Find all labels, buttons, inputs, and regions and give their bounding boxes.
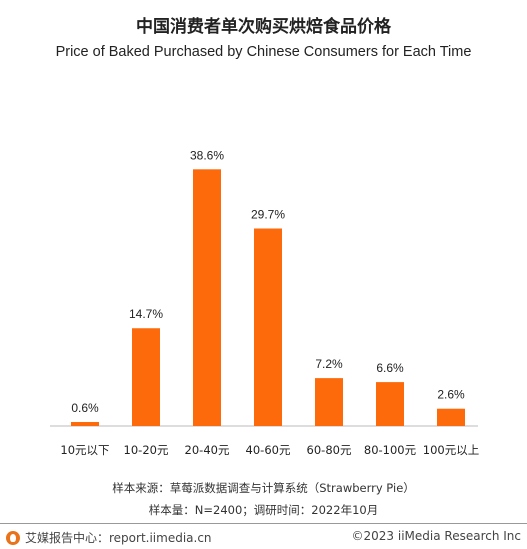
x-tick-label-3: 40-60元 (246, 443, 291, 457)
x-tick-label-4: 60-80元 (307, 443, 352, 457)
data-label-2: 38.6% (190, 148, 224, 162)
data-label-0: 0.6% (71, 401, 99, 415)
x-tick-label-2: 20-40元 (185, 443, 230, 457)
bar-4 (315, 378, 343, 426)
bar-5 (376, 382, 404, 426)
bar-1 (132, 328, 160, 426)
footer: 艾媒报告中心：report.iimedia.cn ©2023 iiMedia R… (0, 528, 527, 548)
bar-chart: 0.6% 10元以下 14.7% 10-20元 38.6% 20-40元 29.7% 40-6… (50, 148, 479, 457)
data-label-6: 2.6% (437, 388, 465, 402)
x-tick-label-0: 10元以下 (60, 443, 109, 457)
footer-copyright: ©2023 iiMedia Research Inc (351, 529, 521, 543)
data-label-4: 7.2% (315, 357, 343, 371)
bar-3 (254, 228, 282, 426)
sample-source: 样本来源：草莓派数据调查与计算系统（Strawberry Pie） (112, 481, 415, 495)
data-label-1: 14.7% (129, 307, 163, 321)
bar-6 (437, 408, 465, 426)
bar-0 (71, 422, 99, 426)
bar-2 (193, 169, 221, 426)
data-label-5: 6.6% (376, 361, 404, 375)
chart-subtitle: Price of Baked Purchased by Chinese Cons… (55, 44, 472, 60)
x-tick-label-1: 10-20元 (124, 443, 169, 457)
data-label-3: 29.7% (251, 207, 285, 221)
chart-title: 中国消费者单次购买烘焙食品价格 (136, 17, 391, 37)
footer-report-center[interactable]: 艾媒报告中心：report.iimedia.cn (25, 531, 212, 545)
sample-size: 样本量：N=2400；调研时间：2022年10月 (148, 503, 379, 517)
x-tick-label-6: 100元以上 (423, 443, 479, 457)
footer-left: 艾媒报告中心：report.iimedia.cn (6, 529, 212, 546)
footer-divider (0, 523, 527, 524)
x-tick-label-5: 80-100元 (364, 443, 417, 457)
iimedia-logo-icon (6, 530, 20, 545)
